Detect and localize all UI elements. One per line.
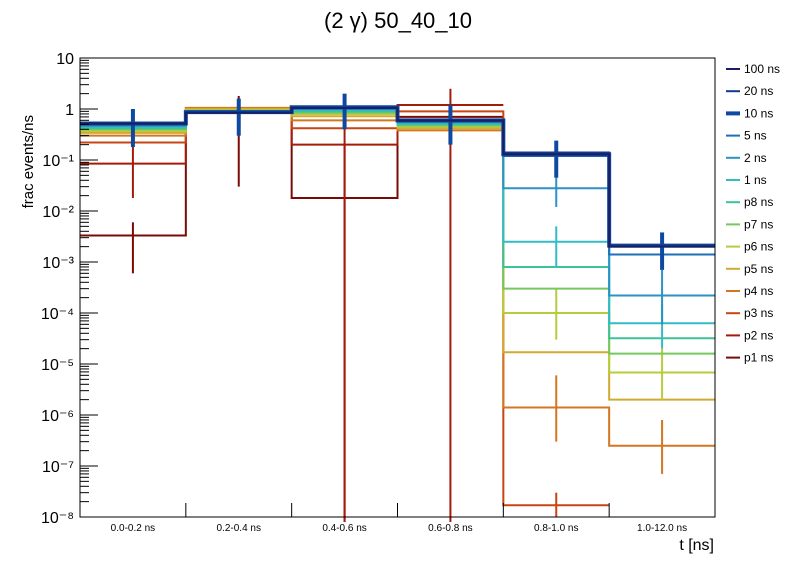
legend-item: p8 ns [726,195,773,209]
x-tick-label: 0.8-1.0 ns [534,523,578,534]
legend-label: p7 ns [744,217,773,231]
legend-label: p3 ns [744,306,773,320]
series-layer [80,88,715,522]
x-tick-label: 0.0-0.2 ns [111,523,155,534]
legend-label: 5 ns [744,129,767,143]
y-tick-label: 10⁻⁶ [41,408,74,425]
legend-label: 1 ns [744,173,767,187]
y-tick-label: 10⁻¹ [42,153,74,170]
legend-item: p5 ns [726,262,773,276]
y-tick-label: 10⁻³ [42,255,74,272]
legend-label: 2 ns [744,151,767,165]
y-tick-label: 10⁻² [42,204,74,221]
legend-item: 2 ns [726,151,767,165]
legend-item: 1 ns [726,173,767,187]
legend-label: p5 ns [744,262,773,276]
x-tick-label: 0.2-0.4 ns [217,523,261,534]
legend-label: p8 ns [744,195,773,209]
legend-item: p2 ns [726,328,773,342]
legend-item: p3 ns [726,306,773,320]
y-tick-label: 1 [65,102,74,119]
x-tick-label: 0.6-0.8 ns [428,523,472,534]
legend-item: p1 ns [726,351,773,365]
legend-item: p4 ns [726,284,773,298]
y-tick-label: 10⁻⁴ [41,306,74,323]
legend-item: 20 ns [726,84,773,98]
legend-item: p7 ns [726,217,773,231]
series-p1-ns [80,95,504,522]
series-100-ns [80,106,715,248]
legend-label: p4 ns [744,284,773,298]
x-axis-label: t [ns] [679,537,714,554]
legend-item: 5 ns [726,129,767,143]
legend-label: p1 ns [744,351,773,365]
legend-item: 100 ns [726,62,780,76]
legend-item: 10 ns [726,106,773,120]
legend-label: 10 ns [744,106,773,120]
x-tick-label: 1.0-12.0 ns [637,523,687,534]
x-tick-label: 0.4-0.6 ns [322,523,366,534]
y-tick-label: 10⁻⁵ [41,357,74,374]
legend-box [723,58,796,375]
chart-title: (2 γ) 50_40_10 [324,8,472,33]
legend-label: 20 ns [744,84,773,98]
legend-label: p6 ns [744,240,773,254]
legend: 100 ns 20 ns 10 ns 5 ns 2 ns 1 ns p8 ns p7 ns p6… [726,62,780,365]
y-tick-label: 10 [56,51,74,68]
axis-layer: 0.0-0.2 ns 0.2-0.4 ns 0.4-0.6 ns 0.6-0.8 ns… [41,51,687,534]
series-step-line [80,106,715,248]
legend-item: p6 ns [726,240,773,254]
legend-label: 100 ns [744,62,780,76]
y-tick-label: 10⁻⁷ [42,459,74,476]
y-tick-label: 10⁻⁸ [41,510,74,527]
legend-label: p2 ns [744,328,773,342]
